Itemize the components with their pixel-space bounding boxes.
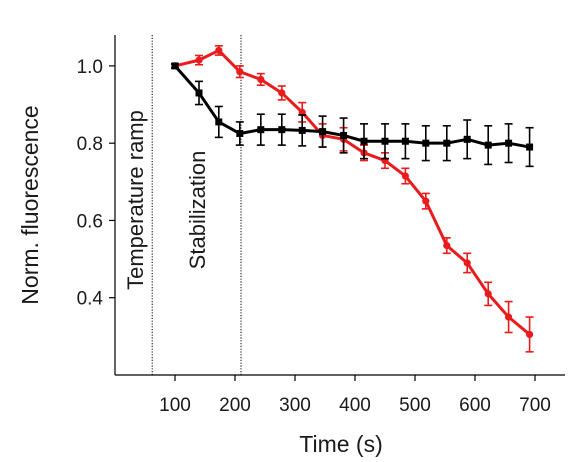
annotation-stabilization: Stabilization <box>185 151 210 270</box>
data-point <box>340 131 348 139</box>
x-tick-label: 700 <box>519 395 551 416</box>
data-point <box>381 137 389 145</box>
data-point <box>505 139 513 147</box>
y-tick-label: 1.0 <box>77 57 103 78</box>
x-tick-label: 100 <box>159 395 191 416</box>
data-point <box>401 172 409 180</box>
data-point <box>257 75 265 84</box>
series-black <box>171 62 534 168</box>
series-red <box>171 45 534 353</box>
data-point <box>195 56 203 64</box>
data-point <box>422 139 430 147</box>
x-tick-label: 400 <box>339 395 371 416</box>
data-point <box>484 141 492 149</box>
data-point <box>319 128 327 136</box>
data-point <box>360 137 368 145</box>
x-tick-label: 200 <box>219 395 251 416</box>
series-line <box>173 64 530 149</box>
data-point <box>401 137 409 145</box>
y-axis-title: Norm. fluorescence <box>17 105 43 304</box>
data-point <box>195 89 203 97</box>
annotation-temperature-ramp: Temperature ramp <box>123 110 148 290</box>
x-tick-label: 300 <box>279 395 311 416</box>
data-point <box>526 330 534 339</box>
data-point <box>236 130 244 138</box>
data-point <box>505 313 513 321</box>
x-axis-title: Time (s) <box>299 431 382 457</box>
data-point <box>278 89 286 97</box>
plot-area: 100 200 300 400 500 600 700 0.4 0.6 0.8 1.0 Tempera… <box>77 35 565 416</box>
data-point <box>215 118 223 126</box>
series-line <box>174 48 531 336</box>
x-tick-label: 500 <box>399 395 431 416</box>
data-point <box>526 143 534 151</box>
data-point <box>236 68 244 76</box>
data-point <box>463 135 471 143</box>
data-point <box>257 126 265 134</box>
data-point <box>443 241 451 250</box>
y-tick-label: 0.4 <box>77 289 104 310</box>
data-point <box>215 46 223 55</box>
data-point <box>171 62 179 70</box>
data-point <box>298 126 306 134</box>
data-point <box>298 108 306 116</box>
data-point <box>422 197 430 205</box>
data-point <box>484 290 492 298</box>
data-point <box>278 126 286 134</box>
x-tick-label: 600 <box>459 395 491 416</box>
y-tick-label: 0.8 <box>77 134 103 155</box>
data-point <box>463 259 471 267</box>
y-tick-label: 0.6 <box>77 211 103 232</box>
data-point <box>443 139 451 147</box>
